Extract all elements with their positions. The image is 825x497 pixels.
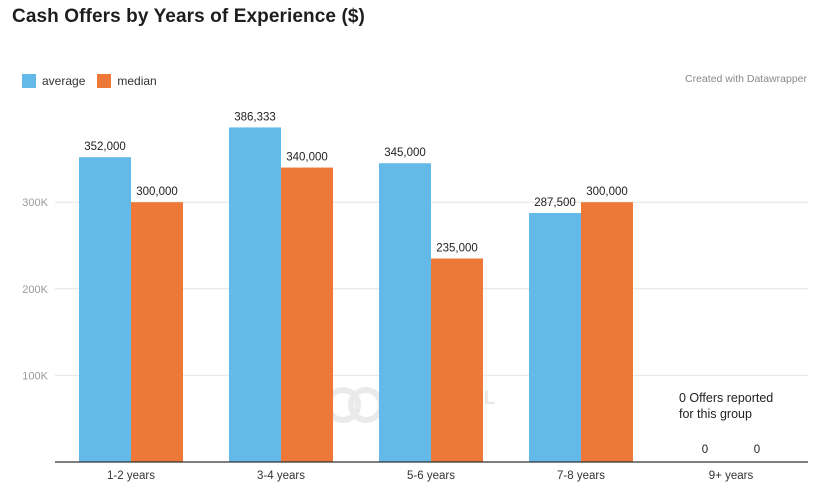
x-tick-label: 7-8 years (557, 470, 605, 482)
x-tick-label: 5-6 years (407, 470, 455, 482)
y-tick-label: 300K (22, 197, 48, 209)
annotation-no-offers-line-2: for this group (679, 407, 752, 421)
y-tick-label: 200K (22, 284, 48, 296)
data-label-median: 300,000 (136, 186, 178, 198)
legend-swatch-average (22, 74, 36, 88)
data-label-average: 0 (702, 444, 708, 456)
y-tick-label: 100K (22, 370, 48, 382)
bar-average-3-4-years[interactable] (229, 127, 281, 463)
data-label-average: 352,000 (84, 141, 126, 153)
legend-item-average: average (22, 74, 85, 88)
bar-median-5-6-years[interactable] (431, 258, 483, 462)
bar-median-3-4-years[interactable] (281, 167, 333, 462)
bar-average-1-2-years[interactable] (79, 157, 131, 462)
x-tick-label: 9+ years (709, 470, 754, 482)
legend-item-median: median (97, 74, 157, 88)
data-label-average: 386,333 (234, 111, 276, 123)
bar-average-7-8-years[interactable] (529, 213, 581, 462)
data-label-median: 300,000 (586, 186, 628, 198)
legend-label-median: median (117, 74, 157, 88)
data-label-average: 345,000 (384, 147, 426, 159)
bar-median-7-8-years[interactable] (581, 202, 633, 462)
bar-median-1-2-years[interactable] (131, 202, 183, 462)
chart-title: Cash Offers by Years of Experience ($) (12, 6, 365, 27)
x-tick-label: 1-2 years (107, 470, 155, 482)
chart-legend: average median (22, 74, 169, 88)
x-tick-label: 3-4 years (257, 470, 305, 482)
legend-swatch-median (97, 74, 112, 88)
data-label-median: 0 (754, 444, 760, 456)
bar-average-5-6-years[interactable] (379, 163, 431, 463)
legend-label-average: average (42, 74, 86, 88)
datawrapper-credit[interactable]: Created with Datawrapper (685, 73, 807, 85)
annotation-no-offers-line-1: 0 Offers reported (679, 391, 773, 405)
data-label-average: 287,500 (534, 197, 576, 209)
data-label-median: 235,000 (436, 242, 478, 254)
data-label-median: 340,000 (286, 152, 328, 164)
